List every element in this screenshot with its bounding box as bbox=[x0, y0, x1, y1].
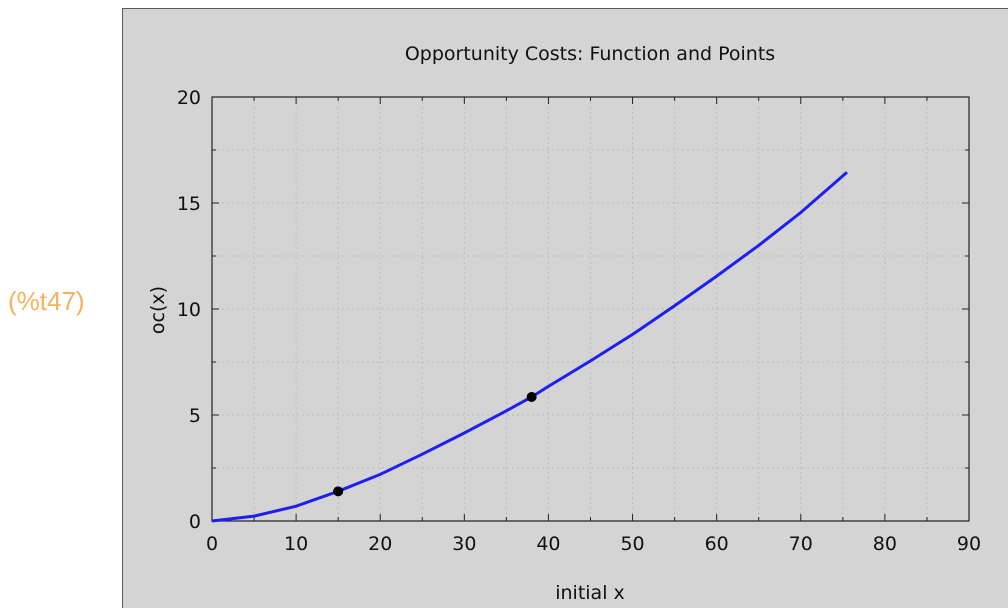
y-tick-labels: 0 5 10 15 20 bbox=[177, 87, 201, 533]
data-point bbox=[526, 391, 537, 402]
x-tick-label: 0 bbox=[206, 533, 218, 555]
x-tick-label: 90 bbox=[957, 533, 981, 555]
y-axis-label: oc(x) bbox=[147, 286, 169, 334]
chart-title: Opportunity Costs: Function and Points bbox=[405, 43, 775, 65]
x-tick-label: 70 bbox=[789, 533, 813, 555]
x-tick-label: 10 bbox=[284, 533, 308, 555]
x-tick-label: 30 bbox=[452, 533, 476, 555]
chart: 0 10 20 30 40 50 60 70 80 90 0 5 10 15 20 Opportunity… bbox=[147, 43, 981, 604]
x-tick-label: 20 bbox=[368, 533, 392, 555]
data-point bbox=[333, 486, 344, 497]
x-axis-label: initial x bbox=[555, 582, 625, 604]
data-points bbox=[333, 391, 537, 497]
x-tick-label: 80 bbox=[873, 533, 897, 555]
plot-border bbox=[211, 96, 970, 522]
y-tick-label: 10 bbox=[177, 299, 201, 321]
y-tick-label: 0 bbox=[189, 511, 201, 533]
output-label: (%t47) bbox=[8, 286, 85, 316]
plot-frame: 0 10 20 30 40 50 60 70 80 90 0 5 10 15 20 Opportunity… bbox=[122, 8, 1008, 608]
y-tick-label: 5 bbox=[189, 405, 201, 427]
x-tick-label: 60 bbox=[705, 533, 729, 555]
y-tick-label: 15 bbox=[177, 193, 201, 215]
grid bbox=[212, 97, 969, 521]
y-tick-label: 20 bbox=[177, 87, 201, 109]
x-tick-labels: 0 10 20 30 40 50 60 70 80 90 bbox=[206, 533, 981, 555]
x-tick-label: 50 bbox=[620, 533, 644, 555]
x-tick-label: 40 bbox=[536, 533, 560, 555]
